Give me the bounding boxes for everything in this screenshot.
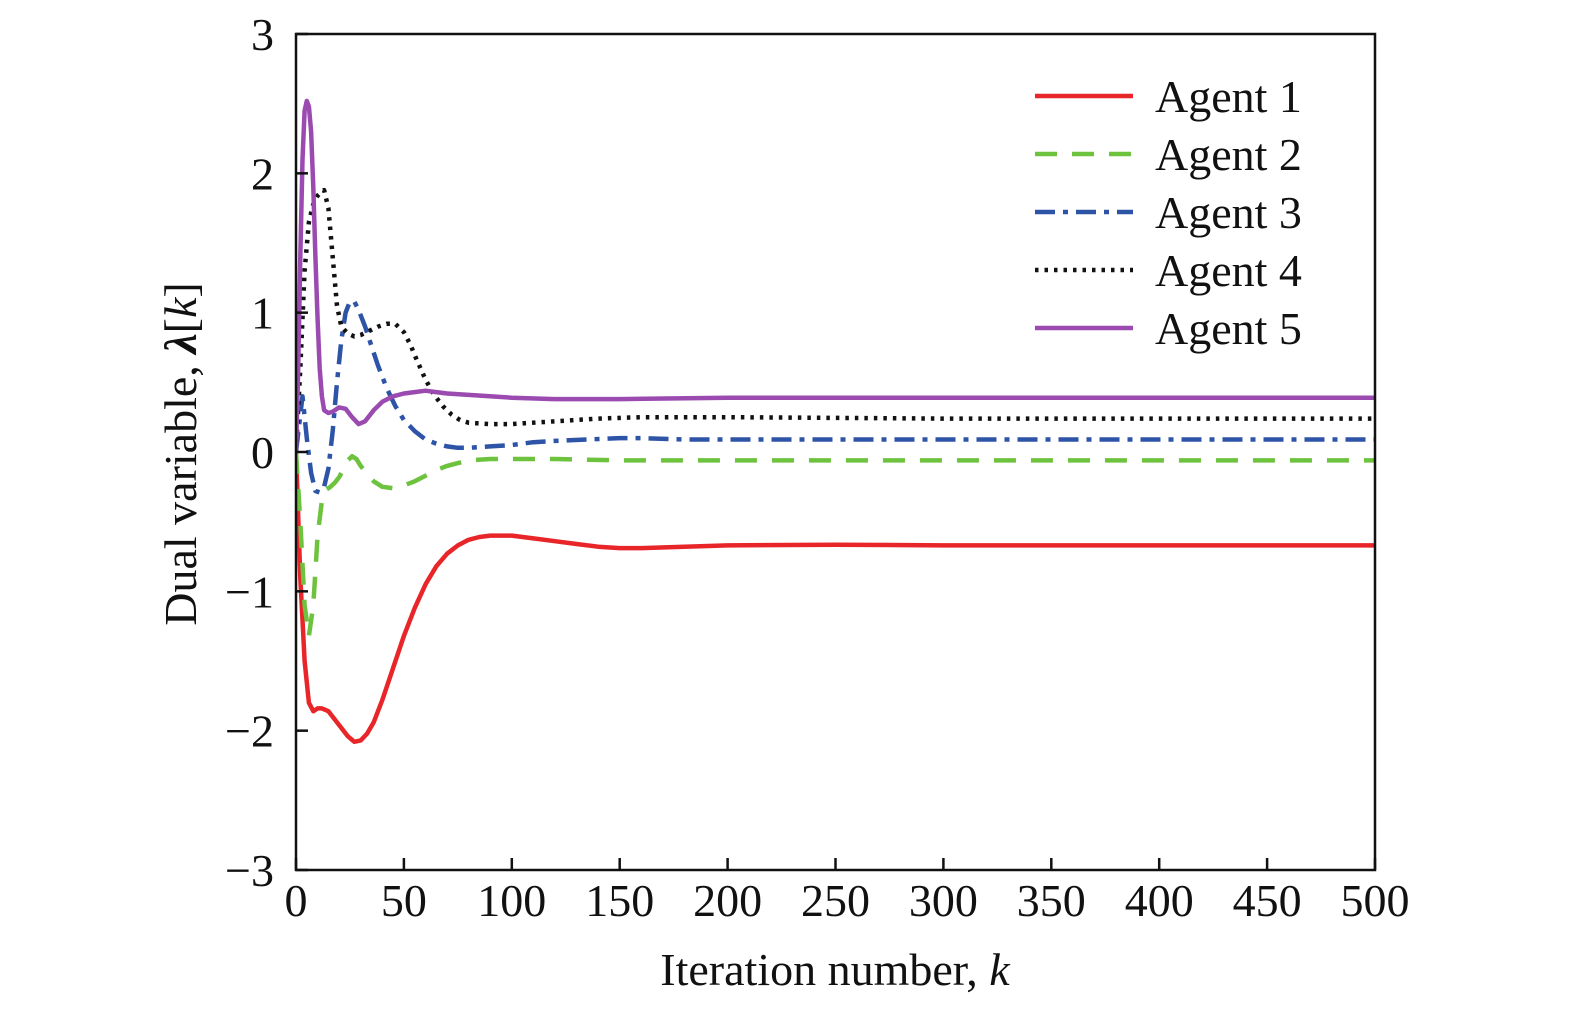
series-line-agent-2: [296, 451, 1375, 639]
x-tick-label: 50: [381, 875, 427, 926]
x-axis-label: Iteration number, k: [660, 944, 1011, 995]
legend-label-agent-3: Agent 3: [1155, 187, 1302, 238]
x-tick-label: 200: [693, 875, 762, 926]
y-tick-label: 2: [251, 148, 274, 199]
x-tick-label: 400: [1125, 875, 1194, 926]
x-tick-label: 100: [477, 875, 546, 926]
x-tick-label: 250: [801, 875, 870, 926]
x-tick-label: 350: [1017, 875, 1086, 926]
y-tick-label: −2: [225, 706, 274, 757]
legend: Agent 1 Agent 2 Agent 3 Agent 4 Agent 5: [1035, 71, 1302, 354]
series-line-agent-3: [296, 299, 1375, 495]
x-tick-label: 150: [585, 875, 654, 926]
series-line-agent-5: [296, 98, 1375, 453]
y-tick-label: 3: [251, 9, 274, 60]
y-tick-label: 0: [251, 427, 274, 478]
y-axis-label: Dual variable, λ[k]: [155, 282, 206, 626]
plot-lines: [296, 98, 1375, 745]
x-tick-label: 500: [1341, 875, 1410, 926]
x-tick-label: 450: [1233, 875, 1302, 926]
y-axis-ticks: −3 −2 −1 0 1 2 3: [225, 9, 308, 896]
x-tick-label: 0: [285, 875, 308, 926]
legend-label-agent-4: Agent 4: [1155, 245, 1302, 296]
legend-label-agent-2: Agent 2: [1155, 129, 1302, 180]
legend-label-agent-1: Agent 1: [1155, 71, 1302, 122]
y-tick-label: 1: [251, 288, 274, 339]
y-tick-label: −1: [225, 566, 274, 617]
series-line-agent-1: [296, 451, 1375, 745]
legend-label-agent-5: Agent 5: [1155, 303, 1302, 354]
x-tick-label: 300: [909, 875, 978, 926]
x-axis-ticks: 0 50 100 150 200 250 300 350 400 450 500: [285, 858, 1410, 926]
y-tick-label: −3: [225, 845, 274, 896]
